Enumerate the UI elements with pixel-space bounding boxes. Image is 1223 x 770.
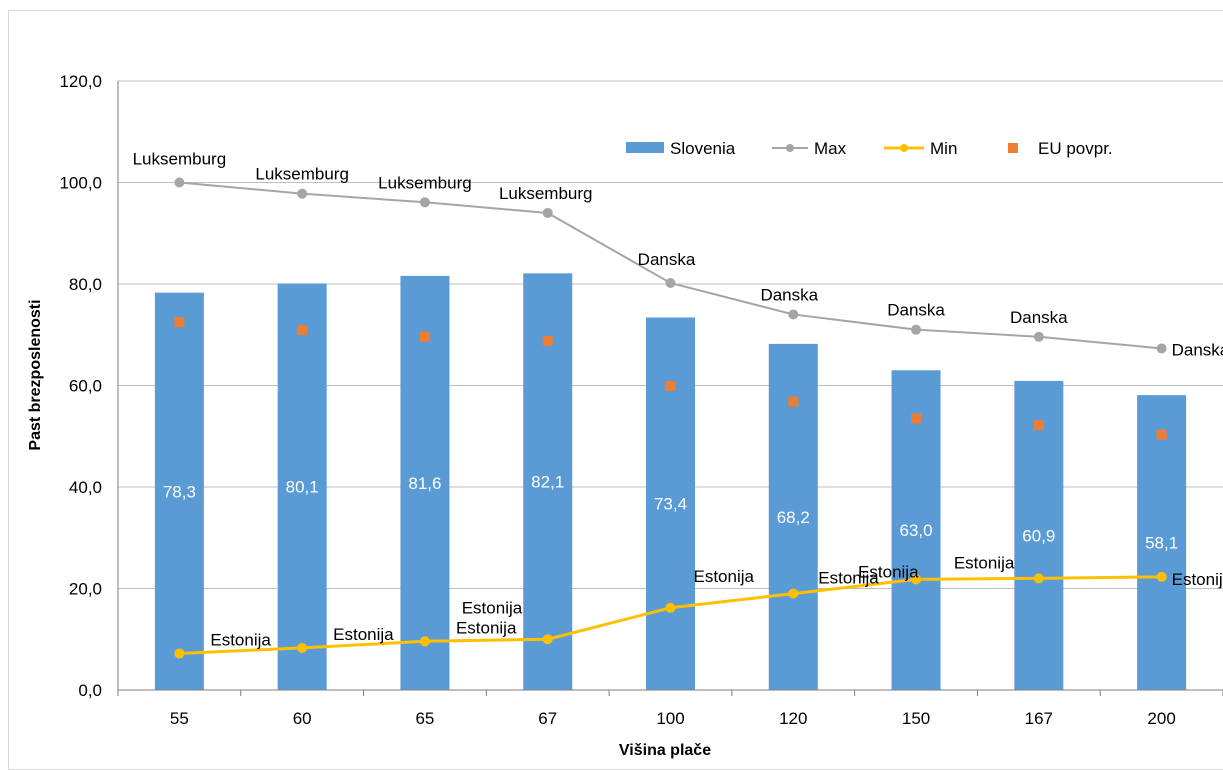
max-country-label: Luksemburg: [255, 165, 349, 184]
bar: [400, 275, 450, 690]
x-tick-label: 167: [1025, 709, 1053, 728]
min-point: [665, 602, 676, 613]
max-point: [1156, 343, 1167, 354]
max-point: [911, 324, 922, 335]
x-tick-label: 67: [538, 709, 557, 728]
bar-value-label: 82,1: [531, 473, 564, 492]
x-tick-label: 200: [1147, 709, 1175, 728]
bar-value-label: 63,0: [900, 521, 933, 540]
max-point: [788, 309, 799, 320]
slovenia-bars: [154, 273, 1187, 690]
legend-marker-max: [786, 144, 794, 152]
legend-marker-min: [900, 144, 908, 152]
min-country-label: Estonija: [210, 630, 271, 649]
y-tick-label: 0,0: [78, 681, 102, 700]
eu-average-marker: [297, 325, 308, 336]
x-axis-title: Višina plače: [619, 742, 711, 759]
min-country-label: Estonija: [1172, 570, 1223, 589]
y-tick-label: 20,0: [69, 580, 102, 599]
eu-average-markers: [174, 317, 1167, 440]
eu-average-marker: [788, 396, 799, 407]
y-axis-title: Past brezposlenosti: [27, 299, 44, 450]
max-point: [297, 188, 308, 199]
x-tick-label: 120: [779, 709, 807, 728]
legend-label-min: Min: [930, 139, 957, 158]
max-point: [174, 177, 185, 188]
x-tick-label: 55: [170, 709, 189, 728]
max-point: [665, 277, 676, 288]
max-point: [419, 197, 430, 208]
y-tick-label: 40,0: [69, 478, 102, 497]
eu-average-marker: [174, 317, 185, 328]
y-tick-label: 100,0: [59, 174, 102, 193]
min-country-label: Estonija: [462, 598, 523, 617]
eu-average-marker: [1156, 429, 1167, 440]
max-country-label: Danska: [887, 301, 945, 320]
legend-marker-eu: [1008, 143, 1018, 153]
legend-label-slovenia: Slovenia: [670, 139, 736, 158]
min-country-label: Estonija: [954, 553, 1015, 572]
eu-average-marker: [665, 381, 676, 392]
eu-average-marker: [542, 335, 553, 346]
max-country-label: Luksemburg: [378, 173, 472, 192]
bar-value-label: 73,4: [654, 495, 687, 514]
max-country-label: Danska: [1172, 340, 1223, 359]
axes: 0,0 20,0 40,0 60,0 80,0 100,0 120,0 55 60 65 67 100…: [59, 72, 1223, 728]
eu-average-marker: [1033, 420, 1044, 431]
min-point: [174, 648, 185, 659]
max-country-label: Danska: [638, 250, 696, 269]
legend-label-max: Max: [814, 139, 847, 158]
max-country-label: Luksemburg: [499, 184, 593, 203]
max-point: [542, 207, 553, 218]
bar-value-label: 60,9: [1022, 526, 1055, 545]
min-point: [297, 642, 308, 653]
min-country-label: Estonija: [456, 618, 517, 637]
legend-swatch-slovenia: [626, 142, 664, 153]
x-tick-label: 60: [293, 709, 312, 728]
bar-value-label: 80,1: [286, 478, 319, 497]
min-point: [419, 636, 430, 647]
min-point: [788, 588, 799, 599]
legend: Slovenia Max Min EU povpr.: [626, 139, 1113, 158]
bar-value-label: 68,2: [777, 508, 810, 527]
min-country-label: Estonija: [333, 625, 394, 644]
min-country-label: Estonija: [694, 567, 755, 586]
annotations: 78,3 80,1 81,6 82,1 73,4 68,2 63,0 60,9 58,1 Luks…: [133, 150, 1223, 650]
x-tick-label: 150: [902, 709, 930, 728]
max-country-label: Luksemburg: [133, 150, 227, 169]
bar: [277, 283, 327, 690]
bar: [1014, 380, 1064, 690]
x-tick-label: 65: [415, 709, 434, 728]
bar-value-label: 81,6: [408, 474, 441, 493]
legend-label-eu: EU povpr.: [1038, 139, 1113, 158]
max-point: [1033, 331, 1044, 342]
min-country-label: Estonija: [818, 569, 879, 588]
min-point: [542, 634, 553, 645]
min-country-label: Estonija: [858, 562, 919, 581]
min-point: [911, 574, 922, 585]
y-tick-label: 80,0: [69, 275, 102, 294]
bar: [1137, 395, 1187, 690]
min-point: [1156, 571, 1167, 582]
y-tick-label: 60,0: [69, 377, 102, 396]
bar-value-label: 78,3: [163, 482, 196, 501]
eu-average-marker: [911, 413, 922, 424]
y-tick-label: 120,0: [59, 72, 102, 91]
bar: [891, 370, 941, 690]
bar: [154, 292, 204, 690]
bar-value-label: 58,1: [1145, 534, 1178, 553]
max-country-label: Danska: [760, 285, 818, 304]
series-lines: [174, 177, 1167, 659]
bar: [646, 317, 695, 690]
max-country-label: Danska: [1010, 308, 1068, 327]
x-tick-label: 100: [656, 709, 684, 728]
min-point: [1033, 573, 1044, 584]
eu-average-marker: [419, 331, 430, 342]
